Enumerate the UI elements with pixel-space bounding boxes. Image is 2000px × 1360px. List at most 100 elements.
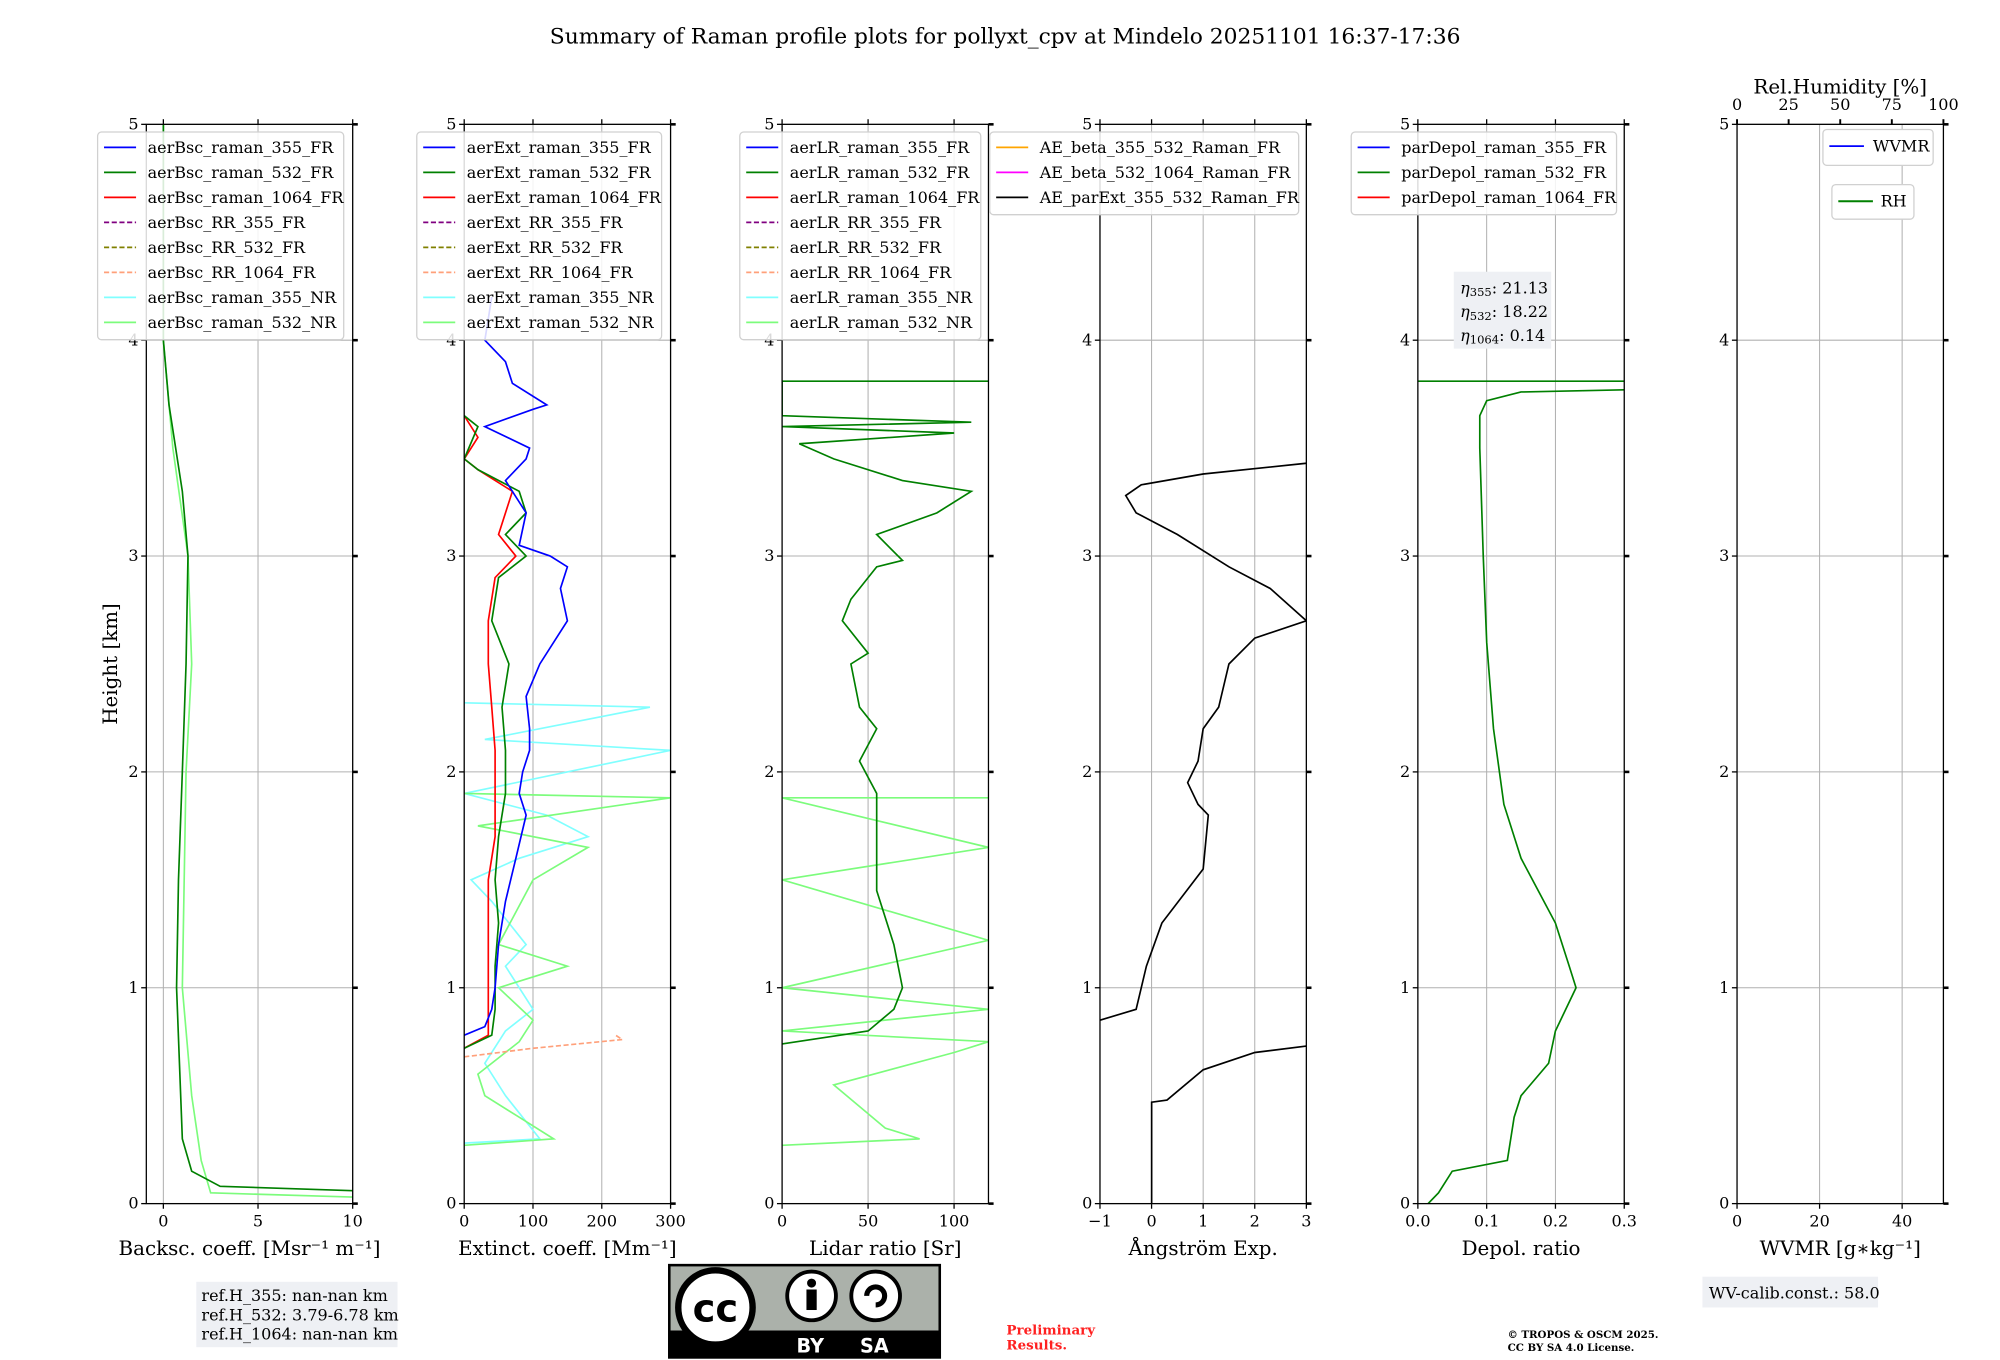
rh-axis-label: Rel.Humidity [%] bbox=[1753, 76, 1927, 99]
legend-entry: AE_beta_355_532_Raman_FR bbox=[1039, 138, 1281, 157]
legend-entry: aerLR_RR_1064_FR bbox=[790, 263, 952, 282]
x-tick-label: 1 bbox=[1198, 1212, 1208, 1231]
cc-text: cc bbox=[693, 1287, 739, 1332]
x-axis-label: Ångström Exp. bbox=[1127, 1235, 1277, 1260]
x-tick-label: 0 bbox=[777, 1212, 787, 1231]
legend-entry: aerBsc_raman_355_FR bbox=[148, 138, 335, 157]
x-tick-label: 0.1 bbox=[1474, 1212, 1499, 1231]
y-tick-label: 3 bbox=[1719, 546, 1729, 565]
series-group bbox=[782, 380, 989, 1147]
x-tick-label: 100 bbox=[939, 1212, 970, 1231]
eta-symbol: η bbox=[1460, 279, 1470, 298]
eta-subscript: 1064 bbox=[1470, 333, 1499, 347]
panel-2: 0100200300012345Extinct. coeff. [Mm⁻¹]ae… bbox=[416, 114, 686, 1260]
y-tick-label: 3 bbox=[128, 546, 138, 565]
y-tick-label: 1 bbox=[1719, 978, 1729, 997]
legend-entry: AE_parExt_355_532_Raman_FR bbox=[1039, 188, 1300, 207]
legend-entry-rh: RH bbox=[1881, 191, 1907, 210]
y-tick-label: 5 bbox=[764, 114, 774, 133]
legend-entry: aerExt_raman_532_NR bbox=[467, 313, 655, 332]
y-tick-label: 1 bbox=[446, 978, 456, 997]
cc-icon bbox=[675, 1267, 756, 1348]
y-tick-label: 1 bbox=[1400, 978, 1410, 997]
legend-entry: parDepol_raman_1064_FR bbox=[1401, 188, 1617, 207]
legend-entry: aerLR_raman_532_FR bbox=[790, 163, 970, 182]
x-tick-label: 0 bbox=[459, 1212, 469, 1231]
eta-355-value: 21.13 bbox=[1502, 279, 1548, 298]
legend-entry: aerBsc_raman_355_NR bbox=[148, 288, 338, 307]
legend-entry: aerBsc_raman_1064_FR bbox=[148, 188, 345, 207]
eta-532-value: 18.22 bbox=[1502, 302, 1548, 321]
x-tick-label: −1 bbox=[1088, 1212, 1112, 1231]
series-line-aerlr-raman-532-fr bbox=[782, 380, 989, 1045]
eta-colon: : bbox=[1492, 302, 1503, 321]
eta-subscript: 532 bbox=[1470, 309, 1492, 323]
x-tick-label: 50 bbox=[858, 1212, 878, 1231]
y-tick-label: 2 bbox=[1400, 762, 1410, 781]
x-tick-label: 0 bbox=[158, 1212, 168, 1231]
x-tick-label: 40 bbox=[1892, 1212, 1912, 1231]
x-tick-label: 5 bbox=[253, 1212, 263, 1231]
series-line-pardepol-raman-532-fr bbox=[1427, 388, 1625, 1204]
legend-entry: aerLR_RR_355_FR bbox=[790, 213, 942, 232]
preliminary-notice: Preliminary bbox=[1006, 1322, 1096, 1338]
legend: aerBsc_raman_355_FR aerBsc_raman_532_FRae… bbox=[96, 131, 345, 341]
x-axis-label: Extinct. coeff. [Mm⁻¹] bbox=[458, 1237, 677, 1260]
y-tick-label: 3 bbox=[1400, 546, 1410, 565]
x-axis-label: Backsc. coeff. [Msr⁻¹ m⁻¹] bbox=[119, 1237, 381, 1260]
share-alike-icon bbox=[849, 1269, 902, 1323]
legend-entry: aerExt_raman_355_NR bbox=[467, 288, 655, 307]
series-group bbox=[1417, 380, 1625, 1204]
x-tick-label: 0 bbox=[1732, 1212, 1742, 1231]
y-axis-label: Height [km] bbox=[99, 603, 122, 725]
eta-symbol: η bbox=[1460, 326, 1470, 345]
x-tick-label: 2 bbox=[1250, 1212, 1260, 1231]
y-tick-label: 2 bbox=[446, 762, 456, 781]
y-tick-label: 3 bbox=[446, 546, 456, 565]
x-axis-label: Lidar ratio [Sr] bbox=[809, 1237, 961, 1260]
x-tick-label: 10 bbox=[342, 1212, 362, 1231]
legend: aerExt_raman_355_FR aerExt_raman_532_FRae… bbox=[416, 131, 663, 341]
axes-frame bbox=[1099, 123, 1307, 1205]
legend-entry: aerExt_raman_1064_FR bbox=[467, 188, 662, 207]
legend-entry-wvmr: WVMR bbox=[1873, 136, 1930, 155]
ref-height-1064: ref.H_1064: nan-nan km bbox=[201, 1324, 398, 1343]
series-line-aerext-raman-532-fr bbox=[464, 415, 528, 1050]
ref-height-532: ref.H_532: 3.79-6.78 km bbox=[201, 1305, 398, 1324]
y-tick-label: 2 bbox=[128, 762, 138, 781]
eta-355-label: η355: 21.13 bbox=[1460, 279, 1548, 300]
copyright-notice: © TROPOS & OSCM 2025. bbox=[1508, 1329, 1659, 1341]
panel-5: 0.0 0.1 0.2 0.3 0 1 2 3 4 5 Depol. ratio parDepol_r… bbox=[1350, 114, 1637, 1260]
ref-height-355: ref.H_355: nan-nan km bbox=[201, 1286, 387, 1305]
y-tick-label: 5 bbox=[1082, 114, 1092, 133]
y-tick-label: 1 bbox=[128, 978, 138, 997]
legend-entry: aerExt_raman_355_FR bbox=[467, 138, 652, 157]
y-tick-label: 5 bbox=[446, 114, 456, 133]
legend-box bbox=[989, 131, 1300, 216]
eta-subscript: 355 bbox=[1470, 285, 1492, 299]
x-tick-label: 0.3 bbox=[1611, 1212, 1636, 1231]
y-tick-label: 0 bbox=[1082, 1194, 1092, 1213]
eta-symbol: η bbox=[1460, 302, 1470, 321]
y-tick-label: 0 bbox=[764, 1194, 774, 1213]
rh-tick-label: 0 bbox=[1732, 95, 1742, 114]
x-axis-label: Depol. ratio bbox=[1462, 1237, 1581, 1260]
series-line-aerext-raman-532-nr bbox=[464, 792, 671, 1147]
legend-box bbox=[416, 131, 663, 341]
y-tick-label: 1 bbox=[764, 978, 774, 997]
rh-tick-label: 100 bbox=[1928, 95, 1959, 114]
legend-box bbox=[96, 131, 345, 341]
y-tick-label: 3 bbox=[1082, 546, 1092, 565]
x-tick-label: 3 bbox=[1301, 1212, 1311, 1231]
legend-box-wvmr bbox=[1822, 128, 1934, 166]
axes-frame bbox=[463, 123, 672, 1205]
x-axis-label: WVMR [g∗kg⁻¹] bbox=[1760, 1237, 1921, 1260]
x-tick-label: 200 bbox=[586, 1212, 617, 1231]
y-tick-label: 4 bbox=[1400, 330, 1410, 349]
y-tick-label: 2 bbox=[764, 762, 774, 781]
y-tick-label: 0 bbox=[1400, 1194, 1410, 1213]
x-tick-label: 100 bbox=[518, 1212, 549, 1231]
legend-entry: aerLR_raman_1064_FR bbox=[790, 188, 981, 207]
eta-532-label: η532: 18.22 bbox=[1460, 302, 1548, 323]
